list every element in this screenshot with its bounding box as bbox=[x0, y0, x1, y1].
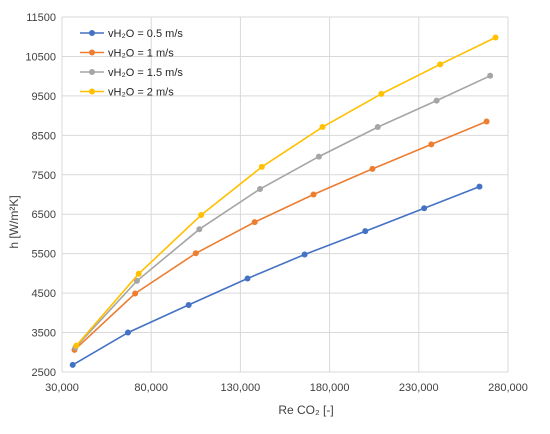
data-point bbox=[69, 361, 76, 368]
y-tick-label: 5500 bbox=[32, 249, 56, 261]
data-point bbox=[198, 212, 205, 219]
data-point bbox=[428, 141, 435, 148]
data-point bbox=[487, 72, 494, 79]
data-point bbox=[421, 205, 428, 212]
data-point bbox=[244, 275, 251, 282]
legend-marker bbox=[89, 88, 95, 95]
x-tick-label: 80,000 bbox=[134, 382, 168, 394]
data-point bbox=[483, 118, 490, 125]
x-tick-labels: 30,000 80,000 130,000 180,000 230,000 280,000 bbox=[45, 382, 528, 394]
series-3 bbox=[73, 34, 499, 349]
x-tick-label: 130,000 bbox=[221, 382, 261, 394]
data-point bbox=[369, 165, 376, 172]
y-tick-label: 8500 bbox=[32, 130, 56, 142]
y-tick-label: 11500 bbox=[26, 12, 56, 24]
legend-marker bbox=[89, 49, 95, 56]
series-line bbox=[75, 36, 496, 347]
data-point bbox=[374, 124, 381, 131]
y-tick-label: 3500 bbox=[32, 328, 56, 340]
legend-marker bbox=[89, 69, 95, 75]
data-point bbox=[258, 163, 265, 170]
x-tick-label: 180,000 bbox=[310, 382, 350, 394]
data-point bbox=[319, 124, 326, 131]
data-point bbox=[135, 270, 142, 277]
data-point bbox=[492, 34, 499, 41]
data-point bbox=[133, 277, 140, 284]
data-point bbox=[185, 301, 192, 308]
y-tick-label: 10500 bbox=[25, 51, 56, 63]
data-point bbox=[437, 61, 444, 68]
y-tick-label: 7500 bbox=[32, 170, 56, 182]
legend-item: vH₂O = 0.5 m/s bbox=[80, 28, 183, 40]
data-point bbox=[315, 153, 322, 160]
data-point bbox=[192, 250, 199, 257]
y-tick-labels: 2500 3500 4500 5500 6500 7500 8500 9500 10500 115… bbox=[25, 12, 56, 379]
data-point bbox=[196, 226, 203, 233]
data-point bbox=[378, 90, 385, 97]
y-tick-label: 2500 bbox=[32, 367, 56, 379]
data-point bbox=[251, 219, 258, 226]
legend-item: vH₂O = 1 m/s bbox=[80, 48, 174, 60]
data-point bbox=[73, 342, 80, 349]
legend-marker bbox=[89, 30, 95, 36]
data-point bbox=[132, 290, 139, 297]
y-tick-label: 9500 bbox=[32, 91, 56, 103]
data-point bbox=[125, 329, 132, 336]
legend-label: vH₂O = 1 m/s bbox=[108, 48, 174, 60]
x-tick-label: 280,000 bbox=[488, 382, 528, 394]
data-point bbox=[301, 251, 308, 258]
series-group bbox=[69, 34, 499, 368]
legend-label: vH₂O = 1.5 m/s bbox=[108, 67, 183, 79]
series-line bbox=[72, 185, 480, 366]
series-0 bbox=[69, 183, 483, 368]
legend-label: vH₂O = 2 m/s bbox=[108, 87, 174, 99]
series-line bbox=[74, 75, 491, 349]
legend-item: vH₂O = 2 m/s bbox=[80, 87, 174, 99]
data-point bbox=[433, 97, 440, 104]
data-point bbox=[310, 191, 317, 198]
x-axis-title: Re CO₂ [-] bbox=[278, 403, 333, 417]
legend-item: vH₂O = 1.5 m/s bbox=[80, 67, 183, 79]
series-1 bbox=[71, 118, 490, 353]
legend-label: vH₂O = 0.5 m/s bbox=[108, 28, 183, 40]
legend: vH₂O = 0.5 m/s vH₂O = 1 m/s vH₂O = 1.5 m/s… bbox=[80, 28, 183, 99]
series-line bbox=[73, 120, 487, 351]
x-tick-label: 30,000 bbox=[45, 382, 79, 394]
y-tick-label: 4500 bbox=[32, 288, 56, 300]
data-point bbox=[362, 228, 369, 235]
data-point bbox=[476, 183, 483, 190]
data-point bbox=[257, 185, 264, 192]
y-axis-title: h [W/m²K] bbox=[7, 195, 21, 248]
y-tick-label: 6500 bbox=[32, 209, 56, 221]
x-tick-label: 230,000 bbox=[399, 382, 439, 394]
